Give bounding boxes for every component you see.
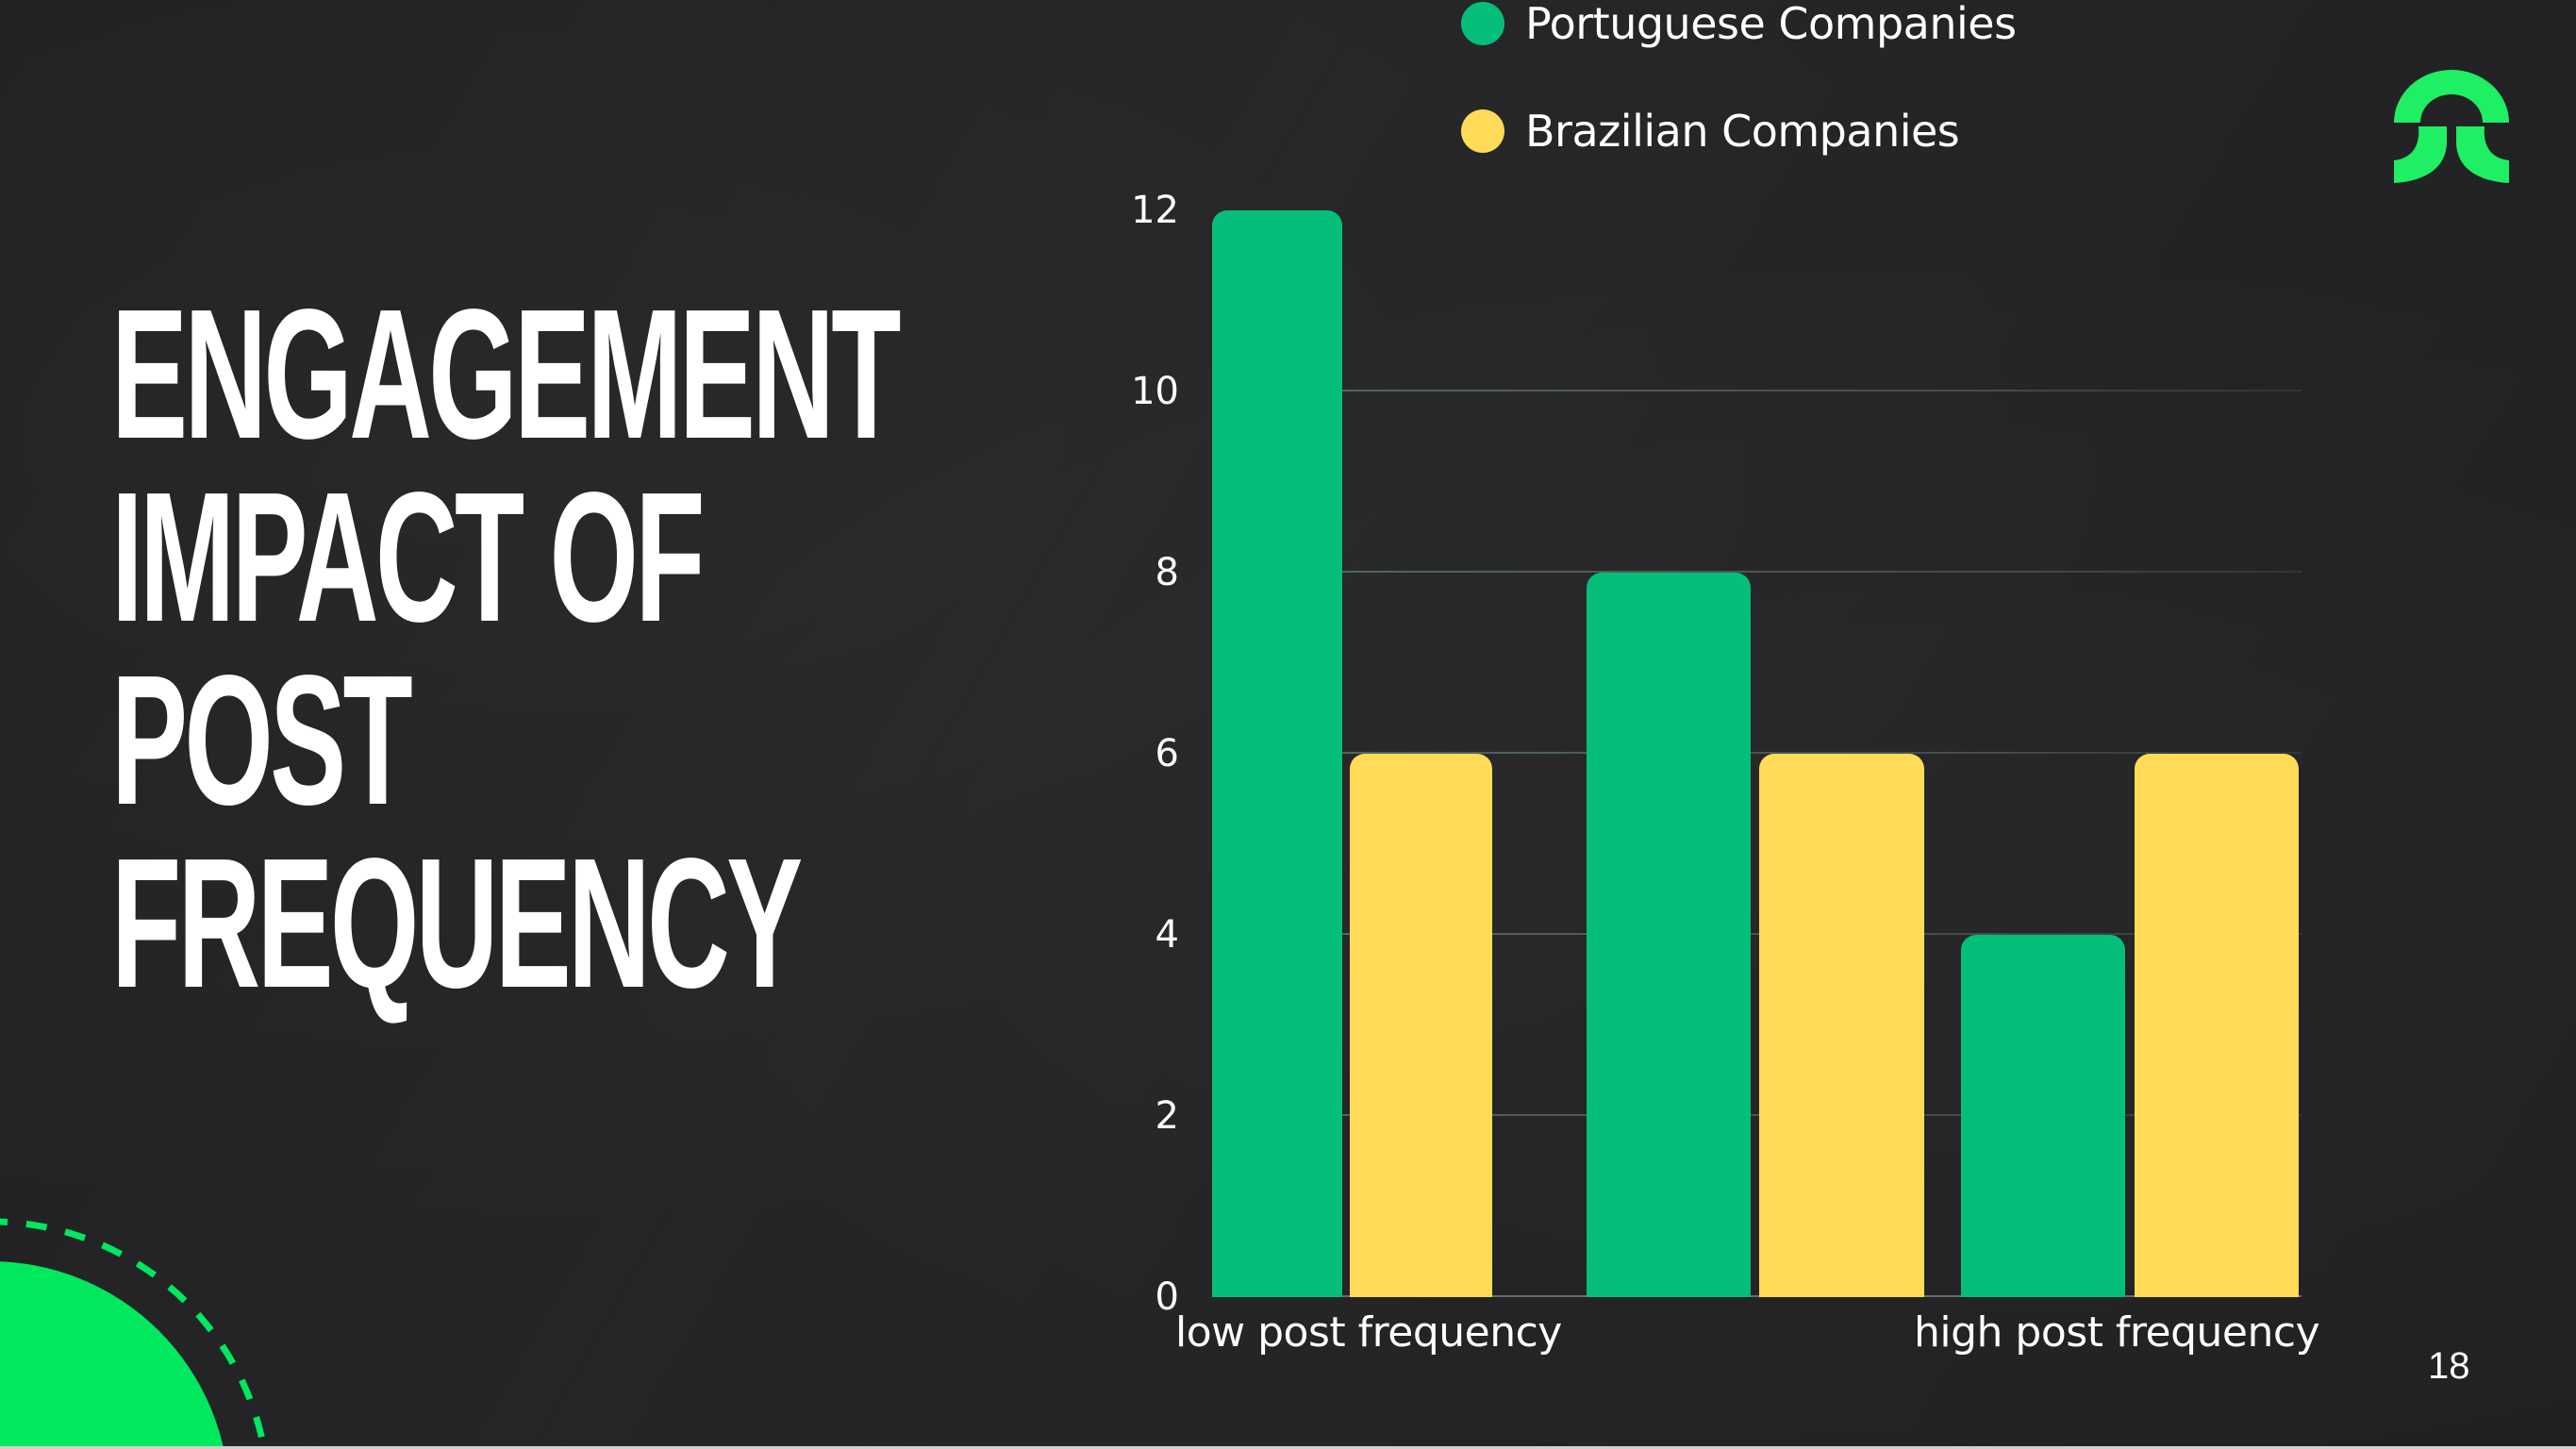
legend-label: Brazilian Companies: [1525, 106, 1960, 157]
y-tick-6: 6: [1155, 732, 1179, 775]
title-line-4: FREQUENCY: [111, 820, 803, 1026]
bar-portuguese-mid: [1587, 573, 1751, 1297]
gridline-10: [1212, 390, 2302, 391]
title-line-3: POST: [111, 637, 413, 843]
bar-brazilian-mid: [1759, 754, 1924, 1297]
x-label-low: low post frequency: [1175, 1308, 1562, 1357]
title-line-2: IMPACT OF: [111, 454, 706, 660]
bottom-border: [0, 1446, 2576, 1449]
x-label-high: high post frequency: [1914, 1308, 2320, 1357]
legend-label: Portuguese Companies: [1525, 0, 2017, 49]
y-tick-0: 0: [1155, 1275, 1179, 1319]
decorative-circle-icon: [0, 1218, 268, 1449]
gridline-6: [1212, 752, 2302, 754]
slide-title: ENGAGEMENT IMPACT OF POST FREQUENCY: [111, 271, 989, 1026]
y-tick-2: 2: [1155, 1094, 1179, 1138]
baseline: [1212, 1295, 2302, 1297]
y-tick-8: 8: [1155, 551, 1179, 594]
page-number: 18: [2428, 1345, 2470, 1387]
y-tick-10: 10: [1131, 370, 1179, 413]
title-line-1: ENGAGEMENT: [111, 271, 901, 477]
y-tick-12: 12: [1131, 189, 1179, 232]
legend-dot-green-icon: [1461, 2, 1504, 45]
brand-logo-icon: [2394, 70, 2509, 183]
legend-item-brazilian: Brazilian Companies: [1461, 104, 1960, 158]
bar-portuguese-low: [1212, 210, 1342, 1297]
bar-brazilian-high: [2135, 754, 2299, 1297]
legend-dot-yellow-icon: [1461, 109, 1504, 153]
gridline-8: [1212, 571, 2302, 573]
gridline-4: [1212, 933, 2302, 935]
legend-item-portuguese: Portuguese Companies: [1461, 0, 2017, 51]
bar-brazilian-low: [1350, 754, 1492, 1297]
gridline-2: [1212, 1114, 2302, 1116]
y-tick-4: 4: [1155, 913, 1179, 957]
bar-portuguese-high: [1961, 935, 2125, 1297]
